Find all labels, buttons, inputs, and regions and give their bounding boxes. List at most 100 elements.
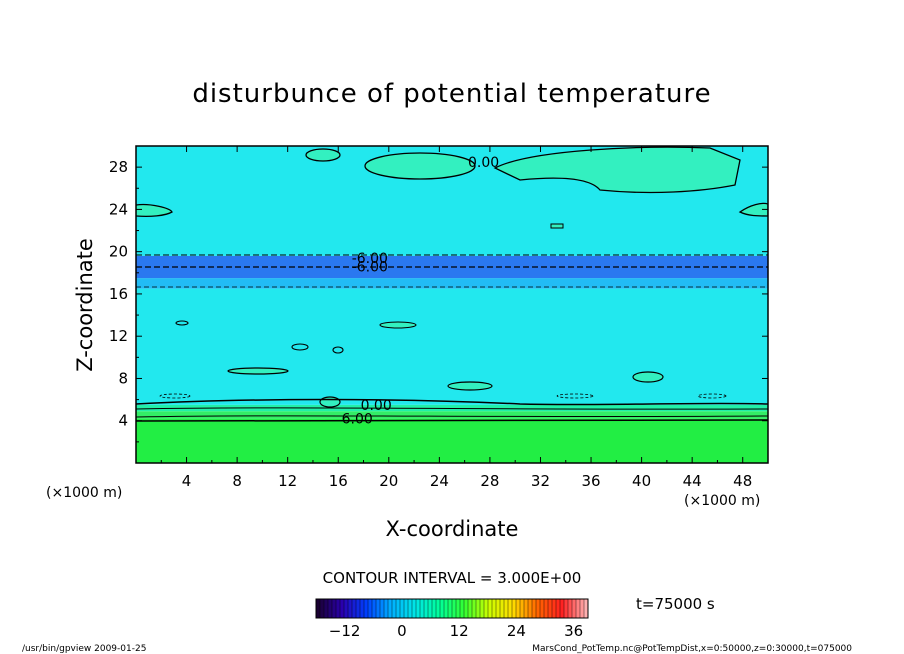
y-tick-label-2: 12 [109, 327, 128, 345]
colorbar-tick-label-2: 12 [450, 622, 469, 640]
x-tick-label-5: 24 [430, 472, 449, 490]
y-tick-label-6: 28 [109, 158, 128, 176]
colorbar-swatch [584, 599, 589, 618]
colorbar-ticks: −12 0 12 24 36 [329, 622, 583, 640]
x-tick-label-11: 48 [733, 472, 752, 490]
colorbar-swatch [476, 599, 481, 618]
colorbar-swatch [460, 599, 465, 618]
x-tick-label-0: 4 [182, 472, 192, 490]
y-tick-label-3: 16 [109, 285, 128, 303]
colorbar-swatch [484, 599, 489, 618]
colorbar-swatch [580, 599, 585, 618]
colorbar-swatch [376, 599, 381, 618]
colorbar-swatch [528, 599, 533, 618]
colorbar-swatch [560, 599, 565, 618]
colorbar-swatch [464, 599, 469, 618]
x-tick-label-3: 16 [329, 472, 348, 490]
colorbar-swatch [504, 599, 509, 618]
x-axis: 4 8 12 16 20 24 28 32 36 40 44 48 [160, 146, 752, 490]
contour-label-0: 0.00 [468, 155, 499, 171]
colorbar-swatch [420, 599, 425, 618]
colorbar-swatch [436, 599, 441, 618]
colorbar-swatch [348, 599, 353, 618]
colorbar-swatch [496, 599, 501, 618]
colorbar-swatch [384, 599, 389, 618]
colorbar-swatch [364, 599, 369, 618]
field-layer-4 [136, 278, 768, 289]
colorbar-swatch [468, 599, 473, 618]
x-tick-label-1: 8 [232, 472, 242, 490]
contour-plot-area: 0.00-6.00-6.000.006.00 [136, 146, 768, 463]
colorbar-swatch [536, 599, 541, 618]
colorbar-swatch [360, 599, 365, 618]
colorbar-swatch [516, 599, 521, 618]
colorbar-swatch [400, 599, 405, 618]
x-unit-right: (×1000 m) [684, 493, 760, 509]
x-tick-label-7: 32 [531, 472, 550, 490]
colorbar-tick-label-4: 36 [564, 622, 583, 640]
y-tick-label-1: 8 [118, 369, 128, 387]
colorbar-swatch [572, 599, 577, 618]
colorbar-swatch [344, 599, 349, 618]
y-axis-label: Z-coordinate [73, 238, 97, 372]
colorbar-swatch [324, 599, 329, 618]
colorbar-swatch [444, 599, 449, 618]
y-tick-label-4: 20 [109, 243, 128, 261]
contour-label-1: -6.00 [352, 251, 388, 267]
colorbar-swatch [448, 599, 453, 618]
x-axis-label: X-coordinate [386, 517, 519, 541]
colorbar-swatch [500, 599, 505, 618]
field-layer-1 [136, 411, 768, 419]
x-tick-label-4: 20 [379, 472, 398, 490]
colorbar-swatch [520, 599, 525, 618]
colorbar-swatch [564, 599, 569, 618]
contour-interval: CONTOUR INTERVAL = 3.000E+00 [323, 569, 582, 587]
colorbar-swatch [480, 599, 485, 618]
footer-right: MarsCond_PotTemp.nc@PotTempDist,x=0:5000… [532, 644, 852, 654]
colorbar-swatch [316, 599, 321, 618]
colorbar-swatch [336, 599, 341, 618]
colorbar-swatch [576, 599, 581, 618]
colorbar-swatch [524, 599, 529, 618]
colorbar-swatch [548, 599, 553, 618]
field-layer-0 [136, 418, 768, 463]
contour-label-2: -6.00 [352, 259, 388, 275]
colorbar-swatch [372, 599, 377, 618]
colorbar-swatch [556, 599, 561, 618]
field-features [136, 146, 768, 422]
colorbar-swatch [320, 599, 325, 618]
colorbar-swatch [404, 599, 409, 618]
colorbar-frame [315, 598, 589, 619]
chart-title: disturbunce of potential temperature [192, 79, 711, 109]
colorbar-swatch [432, 599, 437, 618]
colorbar-tick-label-3: 24 [507, 622, 526, 640]
colorbar-swatch [512, 599, 517, 618]
colorbar-swatch [380, 599, 385, 618]
colorbar-swatch [492, 599, 497, 618]
colorbar-swatch [340, 599, 345, 618]
colorbar-swatch [452, 599, 457, 618]
colorbar-swatch [328, 599, 333, 618]
colorbar-swatch [388, 599, 393, 618]
colorbar-swatch [472, 599, 477, 618]
colorbar-swatch [368, 599, 373, 618]
colorbar-tick-label-1: 0 [397, 622, 407, 640]
x-tick-label-9: 40 [632, 472, 651, 490]
colorbar-swatch [356, 599, 361, 618]
colorbar-swatch [532, 599, 537, 618]
x-tick-label-10: 44 [683, 472, 702, 490]
colorbar-swatch [424, 599, 429, 618]
colorbar-swatch [408, 599, 413, 618]
colorbar-swatch [568, 599, 573, 618]
y-tick-label-0: 4 [118, 412, 128, 430]
plot-frame [135, 145, 769, 464]
colorbar-swatch [332, 599, 337, 618]
colorbar-swatch [552, 599, 557, 618]
colorbar-swatch [544, 599, 549, 618]
x-unit-left: (×1000 m) [46, 485, 122, 501]
colorbar-tick-label-0: −12 [329, 622, 361, 640]
colorbar-swatch [352, 599, 357, 618]
colorbar-swatch [440, 599, 445, 618]
colorbar-swatch [392, 599, 397, 618]
contour-label-4: 6.00 [342, 412, 373, 428]
